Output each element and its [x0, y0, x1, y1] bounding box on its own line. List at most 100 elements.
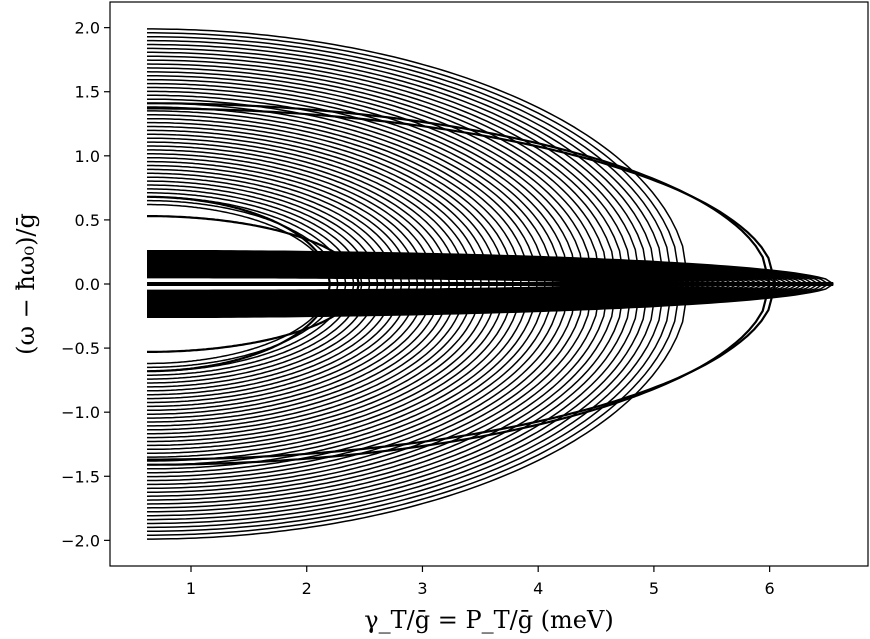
outer-branch-lower-14 — [147, 283, 443, 419]
outer-branch-lower-21 — [147, 283, 499, 447]
outer-branch-upper-45 — [147, 28, 690, 285]
outer-branch-upper-4 — [147, 188, 363, 285]
outer-branch-lower-8 — [147, 283, 395, 396]
inner-branch-upper-45 — [147, 249, 834, 285]
outer-branch-upper-24 — [147, 110, 522, 285]
x-tick-label: 4 — [533, 579, 543, 598]
outer-branch-lower-38 — [147, 283, 634, 513]
outer-branch-lower-13 — [147, 283, 435, 415]
outer-branch-upper-21 — [147, 121, 499, 285]
outer-branch-upper-3 — [147, 192, 355, 285]
outer-branch-upper-6 — [147, 180, 379, 285]
outer-branch-lower-1 — [147, 283, 339, 369]
outer-branch-upper-5 — [147, 184, 371, 285]
outer-branch-upper-42 — [147, 39, 666, 285]
outer-branch-lower-11 — [147, 283, 419, 408]
special-curve-upper-3 — [147, 195, 331, 285]
special-curve-upper-1 — [147, 107, 777, 285]
outer-branch-upper-19 — [147, 129, 483, 285]
outer-branch-lower-27 — [147, 283, 546, 470]
outer-branch-upper-23 — [147, 114, 514, 285]
outer-branch-upper-35 — [146, 67, 610, 285]
outer-branch-lower-24 — [147, 283, 522, 458]
outer-branch-upper-22 — [147, 117, 507, 285]
outer-branch-upper-16 — [147, 141, 459, 285]
outer-branch-lower-10 — [147, 283, 411, 404]
outer-branch-lower-37 — [146, 283, 626, 509]
outer-branch-lower-6 — [147, 283, 379, 388]
x-tick-label: 2 — [302, 579, 312, 598]
x-tick-label: 1 — [186, 579, 196, 598]
special-curve-lower-1 — [147, 283, 777, 461]
outer-branch-lower-7 — [147, 283, 387, 392]
curve-group — [146, 28, 834, 540]
outer-branch-lower-15 — [147, 283, 451, 423]
outer-branch-upper-39 — [147, 51, 642, 285]
outer-branch-lower-34 — [146, 283, 602, 497]
outer-branch-upper-11 — [147, 160, 419, 285]
outer-branch-upper-8 — [147, 172, 395, 285]
outer-branch-upper-14 — [147, 149, 443, 285]
outer-branch-upper-7 — [147, 176, 387, 285]
outer-branch-upper-44 — [147, 32, 682, 285]
x-tick-label: 6 — [765, 579, 775, 598]
inner-branch-lower-45 — [147, 283, 834, 319]
y-axis-label: (ω − ħω₀)/ḡ — [12, 213, 40, 355]
outer-branch-lower-18 — [147, 283, 475, 435]
outer-branch-upper-12 — [147, 156, 427, 285]
special-curve-lower-3 — [147, 283, 331, 373]
outer-branch-lower-36 — [146, 283, 618, 505]
y-tick-label: 0.0 — [75, 275, 100, 294]
outer-branch-upper-37 — [146, 59, 626, 285]
y-tick-label: 0.5 — [75, 211, 100, 230]
outer-branch-lower-12 — [147, 283, 427, 412]
outer-branch-upper-17 — [147, 137, 467, 285]
y-tick-label: 1.5 — [75, 83, 100, 102]
y-tick-label: −1.0 — [61, 403, 100, 422]
outer-branch-lower-16 — [147, 283, 459, 427]
outer-branch-upper-0 — [147, 203, 331, 285]
y-tick-label: 1.0 — [75, 147, 100, 166]
x-axis-ticks: 1 2 3 4 5 6 — [186, 566, 775, 598]
outer-branch-lower-17 — [147, 283, 467, 431]
outer-branch-upper-33 — [146, 74, 594, 285]
outer-branch-lower-42 — [147, 283, 666, 529]
outer-branch-upper-36 — [146, 63, 618, 285]
special-curve-lower-2 — [147, 283, 360, 353]
outer-branch-upper-34 — [146, 71, 602, 285]
outer-branch-upper-10 — [147, 164, 411, 285]
x-axis-label: γ_T/ḡ = P_T/ḡ (meV) — [364, 606, 613, 634]
y-tick-label: −2.0 — [61, 531, 100, 550]
outer-branch-upper-26 — [147, 102, 538, 285]
outer-branch-lower-26 — [147, 283, 538, 466]
outer-branch-upper-27 — [147, 98, 546, 285]
y-axis-ticks: −2.0 −1.5 −1.0 −0.5 0.0 0.5 1.0 1.5 2.0 — [61, 19, 110, 550]
y-tick-label: 2.0 — [75, 19, 100, 38]
outer-branch-lower-4 — [147, 283, 363, 380]
outer-branch-upper-1 — [147, 199, 339, 285]
outer-branch-upper-13 — [147, 153, 435, 285]
outer-branch-upper-28 — [147, 94, 554, 285]
y-tick-label: −1.5 — [61, 467, 100, 486]
outer-branch-lower-0 — [147, 283, 331, 365]
outer-branch-lower-39 — [147, 283, 642, 517]
outer-branch-lower-28 — [147, 283, 554, 474]
outer-branch-upper-18 — [147, 133, 475, 285]
outer-branch-upper-38 — [147, 55, 634, 285]
outer-branch-upper-20 — [147, 125, 491, 285]
outer-branch-lower-20 — [147, 283, 491, 443]
special-curve-upper-2 — [147, 215, 360, 285]
outer-branch-lower-5 — [147, 283, 371, 384]
outer-branch-upper-9 — [147, 168, 403, 285]
outer-branch-lower-32 — [146, 283, 586, 490]
outer-branch-lower-19 — [147, 283, 483, 439]
outer-branch-upper-15 — [147, 145, 451, 285]
y-tick-label: −0.5 — [61, 339, 100, 358]
outer-branch-lower-9 — [147, 283, 403, 400]
outer-branch-lower-35 — [146, 283, 610, 501]
outer-branch-upper-31 — [147, 82, 578, 285]
outer-branch-lower-31 — [147, 283, 578, 486]
outer-branch-lower-3 — [147, 283, 355, 376]
outer-branch-lower-33 — [146, 283, 594, 494]
